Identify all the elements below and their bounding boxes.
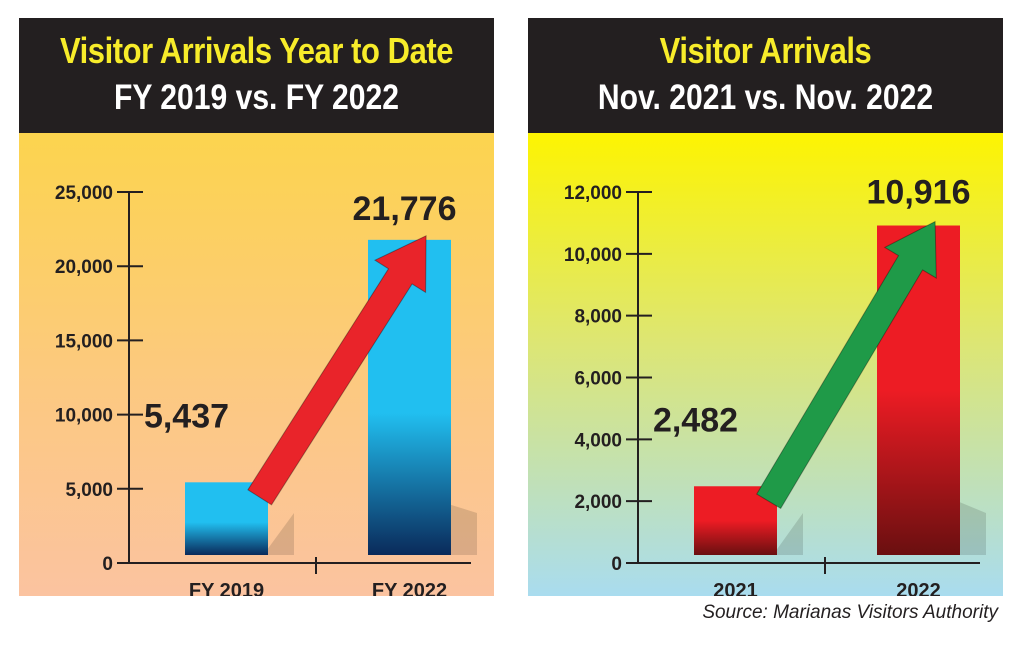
bar-shadow — [777, 513, 803, 555]
category-label: 2021 — [713, 580, 758, 596]
plot-area: 0 2,000 4,000 6,000 8,000 10,000 12,000 2,482 20… — [528, 133, 1003, 596]
chart-title: Visitor Arrivals — [659, 30, 872, 71]
y-tick-label: 10,000 — [564, 245, 622, 266]
bar-fy-2019 — [185, 482, 268, 555]
data-label: 21,776 — [353, 190, 457, 228]
bar-shadow — [268, 513, 294, 555]
y-tick-label: 10,000 — [55, 406, 113, 427]
chart-header: Visitor Arrivals Year to Date FY 2019 vs… — [19, 18, 494, 133]
category-label: 2022 — [896, 580, 941, 596]
y-tick-label: 4,000 — [574, 430, 622, 451]
chart-header: Visitor Arrivals Nov. 2021 vs. Nov. 2022 — [528, 18, 1003, 133]
bar-shadow — [960, 502, 986, 555]
y-tick-label: 12,000 — [564, 183, 622, 204]
y-tick-label: 8,000 — [574, 307, 622, 328]
plot-area: 0 5,000 10,000 15,000 20,000 25,000 5,437 FY 20… — [19, 133, 494, 596]
chart-panel-november: Visitor Arrivals Nov. 2021 vs. Nov. 2022… — [528, 18, 1003, 596]
chart-subtitle: Nov. 2021 vs. Nov. 2022 — [597, 78, 934, 117]
source-note: Source: Marianas Visitors Authority — [702, 602, 998, 623]
y-tick-label: 6,000 — [574, 369, 622, 390]
data-label: 5,437 — [144, 397, 229, 435]
y-tick-label: 0 — [102, 554, 113, 575]
trend-arrow — [756, 220, 937, 510]
y-tick-label: 0 — [611, 554, 622, 575]
chart-panel-fy: Visitor Arrivals Year to Date FY 2019 vs… — [19, 18, 494, 596]
bar-shadow — [451, 504, 477, 555]
data-label: 10,916 — [867, 174, 971, 212]
trend-arrow — [247, 235, 427, 506]
category-label: FY 2022 — [372, 580, 447, 596]
bar-chart: 0 2,000 4,000 6,000 8,000 10,000 12,000 2,482 20… — [564, 174, 986, 596]
chart-title: Visitor Arrivals Year to Date — [59, 30, 454, 71]
data-label: 2,482 — [653, 401, 738, 439]
y-tick-label: 15,000 — [55, 331, 113, 352]
chart-subtitle: FY 2019 vs. FY 2022 — [113, 78, 400, 117]
y-tick-label: 5,000 — [65, 480, 113, 501]
y-tick-label: 2,000 — [574, 492, 622, 513]
bar-chart: 0 5,000 10,000 15,000 20,000 25,000 5,437 FY 20… — [55, 183, 477, 596]
y-tick-label: 25,000 — [55, 183, 113, 204]
y-tick-label: 20,000 — [55, 257, 113, 278]
category-label: FY 2019 — [189, 580, 264, 596]
